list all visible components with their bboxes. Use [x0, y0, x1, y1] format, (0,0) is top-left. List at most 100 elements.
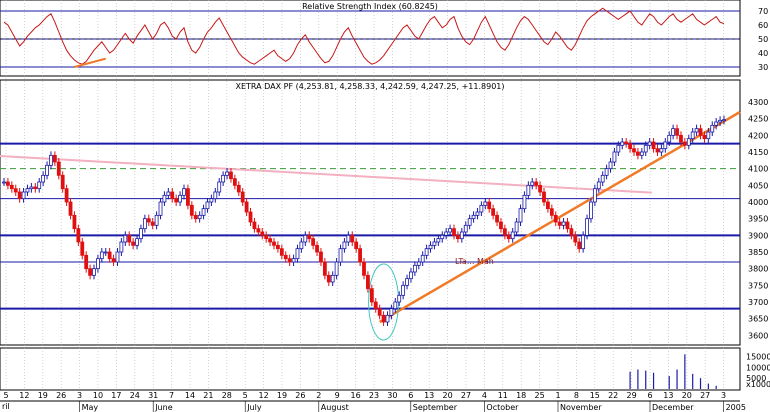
candle-body [322, 261, 327, 276]
month-label: 2005 [726, 403, 746, 412]
candle-body [303, 234, 308, 243]
candle-body [264, 234, 269, 240]
candle-body [636, 151, 640, 156]
day-tick-label: 13 [663, 391, 673, 400]
candle-body [49, 154, 53, 166]
candle-body [135, 238, 139, 246]
candle-body [698, 128, 703, 136]
candle-body [514, 221, 519, 233]
candle-body [393, 301, 398, 310]
candle-body [64, 188, 69, 203]
day-tick-label: 12 [19, 391, 29, 400]
candle-body [37, 181, 42, 190]
candle-body [178, 194, 182, 203]
candle-body [397, 294, 402, 303]
candle-body [21, 191, 26, 200]
candle-body [287, 258, 292, 263]
candle-body [467, 218, 472, 226]
candle-body [714, 121, 719, 126]
price-tick-label: 4000 [748, 198, 768, 207]
month-label: November [560, 403, 602, 412]
day-tick-label: 27 [700, 391, 710, 400]
start-month-label: ril [2, 402, 10, 411]
candle-body [283, 254, 288, 260]
day-tick-label: 26 [295, 391, 305, 400]
candle-body [510, 231, 515, 240]
candle-body [334, 261, 339, 276]
candle-body [225, 171, 229, 176]
candle-body [232, 178, 237, 186]
candle-body [565, 221, 570, 230]
candle-body [350, 234, 355, 243]
trend-annotation: LTa... Mah [455, 257, 494, 266]
candle-body [428, 244, 433, 250]
month-label: October [486, 403, 519, 412]
candle-body [722, 119, 726, 122]
month-label: August [321, 403, 349, 412]
candle-body [401, 284, 406, 296]
rsi-title: Relative Strength Index (60.8245) [302, 2, 438, 11]
day-tick-label: 5 [3, 391, 8, 400]
rsi-tick-label: 30 [758, 63, 768, 72]
candle-body [463, 224, 468, 233]
day-tick-label: 2 [316, 391, 321, 400]
candle-body [131, 241, 136, 246]
candle-body [718, 119, 722, 123]
day-tick-label: 4 [482, 391, 487, 400]
price-tick-label: 3650 [748, 315, 768, 324]
candle-body [412, 264, 417, 273]
day-tick-label: 24 [130, 391, 140, 400]
candle-body [405, 278, 409, 286]
day-tick-label: 26 [56, 391, 66, 400]
day-tick-label: 15 [590, 391, 600, 400]
month-label: May [82, 403, 99, 412]
candle-body [569, 228, 574, 236]
rsi-trendline [74, 57, 106, 68]
price-tick-label: 4050 [748, 181, 768, 190]
candle-body [103, 251, 108, 254]
candle-body [479, 204, 484, 213]
candle-body [420, 254, 425, 263]
candle-body [162, 194, 167, 203]
rsi-tick-label: 70 [758, 7, 768, 16]
month-label: July [246, 403, 262, 412]
candle-body [213, 191, 218, 200]
price-tick-label: 3950 [748, 215, 768, 224]
day-tick-label: 3 [77, 391, 82, 400]
candle-body [142, 218, 147, 230]
price-tick-label: 4300 [748, 98, 768, 107]
candle-body [56, 161, 61, 176]
day-tick-label: 27 [461, 391, 471, 400]
candle-body [291, 258, 296, 263]
day-tick-label: 23 [369, 391, 379, 400]
candle-body [483, 201, 488, 206]
candle-body [416, 261, 421, 266]
candle-body [311, 238, 316, 246]
candle-body [694, 128, 699, 133]
candle-body [84, 254, 89, 270]
rsi-tick-label: 40 [758, 49, 768, 58]
candle-body [643, 144, 648, 153]
axis-layer: 5 12 19 26 3 10 17 24 31 7 14 21 28 5 12 19 26 2 9 16 23 30 6 1… [3, 391, 746, 412]
candle-body [600, 174, 605, 183]
day-tick-label: 16 [351, 391, 361, 400]
candle-body [307, 234, 312, 240]
candle-body [639, 151, 644, 156]
volume-tick-label: 5000 [746, 374, 766, 383]
candle-body [608, 161, 613, 170]
day-tick-label: 25 [535, 391, 545, 400]
price-tick-label: 3850 [748, 248, 768, 257]
candle-body [123, 234, 128, 243]
price-tick-label: 3750 [748, 281, 768, 290]
candle-body [585, 218, 589, 236]
candle-body [499, 221, 503, 230]
candle-body [45, 164, 49, 176]
day-tick-label: 20 [682, 391, 692, 400]
candle-body [326, 274, 331, 283]
candle-body [522, 194, 527, 210]
candle-body [573, 234, 578, 243]
candle-body [487, 201, 492, 210]
candle-body [189, 204, 194, 216]
candle-body [377, 308, 382, 316]
day-tick-label: 8 [574, 391, 579, 400]
